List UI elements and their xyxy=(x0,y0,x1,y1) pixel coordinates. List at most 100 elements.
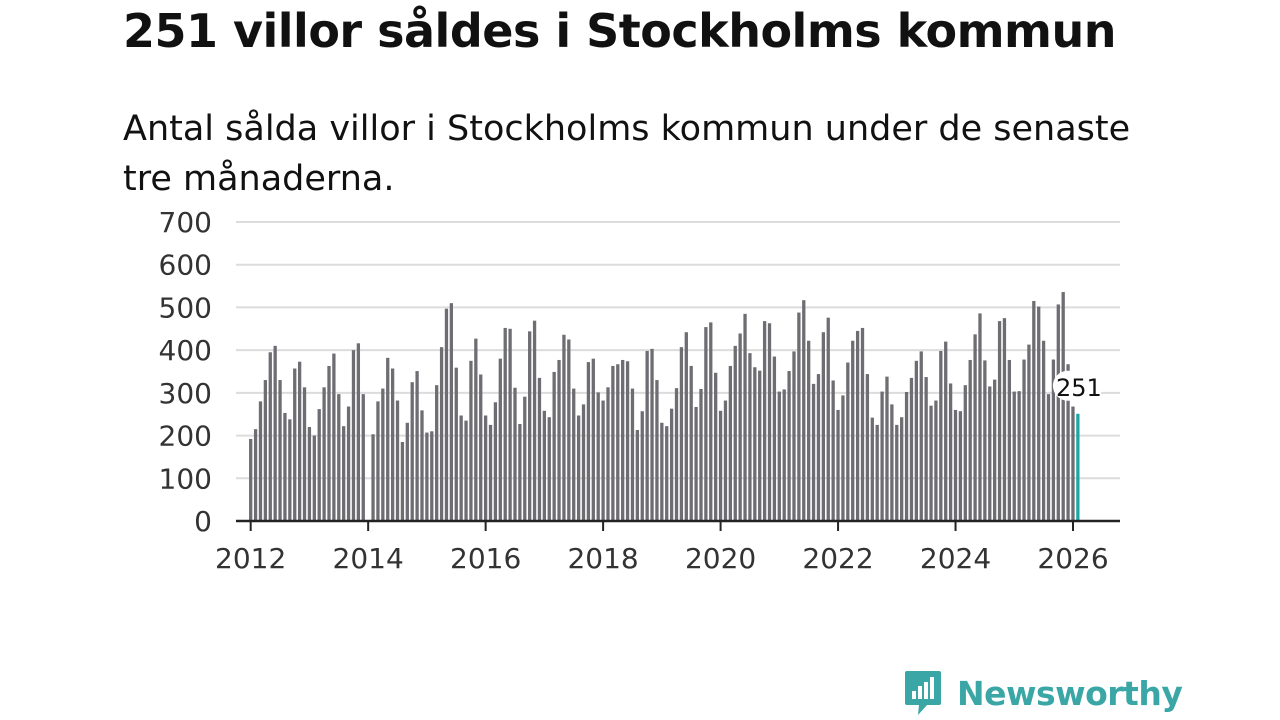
bar xyxy=(792,351,796,521)
bar xyxy=(684,332,688,521)
bar xyxy=(581,404,586,521)
bar xyxy=(596,392,600,521)
bar xyxy=(797,312,801,521)
bar xyxy=(1056,304,1060,521)
bar xyxy=(836,409,840,521)
bar xyxy=(488,424,493,521)
bar xyxy=(317,409,321,521)
bar xyxy=(435,385,439,521)
bar xyxy=(410,382,414,521)
bar xyxy=(860,327,865,521)
bar xyxy=(983,360,987,521)
y-tick-label: 400 xyxy=(159,334,212,367)
callout-bg xyxy=(1052,370,1103,401)
y-tick-label: 600 xyxy=(159,249,212,282)
y-tick-label: 300 xyxy=(159,377,212,410)
bar xyxy=(645,350,649,521)
bar xyxy=(728,365,733,521)
bar xyxy=(1017,391,1021,521)
bar xyxy=(518,424,522,521)
bar xyxy=(1066,364,1070,521)
bar xyxy=(718,410,723,521)
bar xyxy=(669,408,674,521)
bar xyxy=(371,434,375,521)
bar xyxy=(400,441,405,521)
bar xyxy=(1051,359,1056,521)
bar xyxy=(1002,318,1007,521)
bar xyxy=(1061,292,1065,521)
bar xyxy=(503,327,507,521)
bar xyxy=(567,339,571,521)
bar xyxy=(532,320,537,521)
bar xyxy=(1037,306,1041,521)
bar xyxy=(253,429,258,521)
bar xyxy=(439,347,444,521)
bar xyxy=(758,370,762,521)
bar xyxy=(268,352,272,521)
bar xyxy=(919,351,923,521)
highlight-value-label: 251 xyxy=(1056,374,1102,402)
bar xyxy=(988,386,992,521)
bar xyxy=(635,430,640,521)
bar xyxy=(464,420,468,521)
bar xyxy=(606,387,610,521)
bar xyxy=(777,391,781,521)
bar xyxy=(939,350,943,521)
bar xyxy=(821,332,825,521)
brand-name: Newsworthy xyxy=(957,673,1183,713)
bar xyxy=(767,323,772,521)
bar xyxy=(782,389,786,521)
bar xyxy=(415,371,419,521)
bar xyxy=(557,359,561,521)
bar xyxy=(430,431,434,521)
bar xyxy=(449,303,454,521)
bar xyxy=(851,340,855,521)
bar xyxy=(743,313,747,521)
bar xyxy=(327,365,331,521)
bar xyxy=(513,387,517,521)
bar xyxy=(1027,344,1031,521)
bar xyxy=(425,432,429,521)
bar xyxy=(826,317,830,521)
bar xyxy=(498,358,502,521)
bar xyxy=(1007,359,1011,521)
bar xyxy=(586,362,591,521)
bar xyxy=(552,371,556,521)
bar xyxy=(807,340,811,521)
x-tick-label: 2012 xyxy=(215,542,286,575)
bar xyxy=(386,357,390,521)
bar xyxy=(709,322,713,521)
bar xyxy=(611,365,615,521)
bar xyxy=(361,394,365,521)
bar xyxy=(283,412,287,521)
bar xyxy=(469,360,473,521)
bar xyxy=(576,415,581,521)
bar xyxy=(1012,391,1016,521)
bar xyxy=(924,377,928,521)
bar xyxy=(802,300,806,521)
bar xyxy=(616,364,620,521)
bar xyxy=(508,328,512,521)
bar xyxy=(895,424,899,521)
bar xyxy=(346,406,351,521)
bar xyxy=(733,345,737,521)
bar xyxy=(865,374,870,521)
bar xyxy=(483,415,488,521)
bar xyxy=(997,321,1002,521)
y-axis-ticks: 0 100 200 300 400 500 600 700 xyxy=(159,206,212,538)
highlight-bar xyxy=(1076,413,1080,521)
bar xyxy=(738,333,742,521)
bar xyxy=(929,405,933,521)
bar xyxy=(479,374,483,521)
bar xyxy=(454,367,458,521)
bar xyxy=(332,353,336,521)
bar xyxy=(258,401,263,521)
bar xyxy=(621,359,625,521)
bar xyxy=(562,334,566,521)
bar xyxy=(601,400,605,521)
bar xyxy=(395,400,400,521)
bar xyxy=(772,356,777,521)
x-axis: 2012 2014 2016 2018 2020 2022 2024 2026 xyxy=(215,519,1120,575)
bar xyxy=(787,371,791,521)
bar xyxy=(973,334,977,521)
